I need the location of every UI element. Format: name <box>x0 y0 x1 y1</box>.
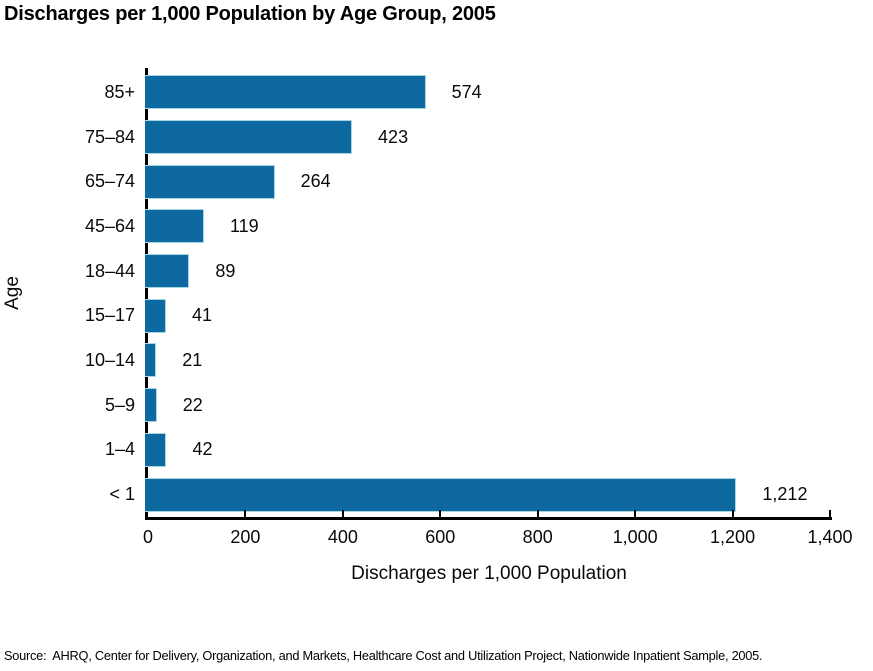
bar <box>145 164 275 199</box>
x-axis-ticks <box>148 510 831 517</box>
value-label: 21 <box>182 349 203 370</box>
bar-row: 65–74 264 <box>85 159 830 204</box>
bar <box>145 432 167 467</box>
value-label: 22 <box>182 394 203 415</box>
bar <box>145 477 737 512</box>
category-label: 45–64 <box>84 215 135 236</box>
x-tick-label: 600 <box>425 527 456 547</box>
y-axis-line <box>145 68 148 520</box>
x-tick <box>634 510 637 517</box>
x-tick-label: 1,200 <box>710 527 756 547</box>
bar-row: 85+ 574 <box>104 70 830 115</box>
category-label: 75–84 <box>84 126 135 147</box>
chart-title: Discharges per 1,000 Population by Age G… <box>4 3 496 25</box>
bar <box>145 388 157 423</box>
value-label: 119 <box>229 215 259 236</box>
value-label: 89 <box>215 260 236 281</box>
source-note: Source: AHRQ, Center for Delivery, Organ… <box>4 648 763 663</box>
bar <box>145 209 204 244</box>
x-axis-title: Discharges per 1,000 Population <box>351 563 627 584</box>
value-label: 574 <box>451 81 482 102</box>
category-label: 1–4 <box>104 439 135 460</box>
value-label: 423 <box>378 126 409 147</box>
bar-row: 75–84 423 <box>85 115 830 160</box>
category-label: 65–74 <box>84 171 135 192</box>
x-tick <box>244 510 247 517</box>
x-tick-label: 800 <box>522 527 553 547</box>
x-tick <box>439 510 442 517</box>
bar <box>145 254 190 289</box>
x-tick <box>829 510 831 517</box>
bar-row: 15–17 41 <box>85 293 830 338</box>
bar <box>145 120 353 155</box>
x-tick-label: 0 <box>142 527 154 547</box>
bar-row: < 1 1,212 <box>109 472 830 517</box>
x-tick-label: 1,400 <box>807 527 853 547</box>
category-label: 5–9 <box>104 394 135 415</box>
x-tick <box>341 510 344 517</box>
bar <box>145 75 426 110</box>
category-label: 18–44 <box>84 260 135 281</box>
bar-row: 45–64 119 <box>85 204 830 249</box>
value-label: 264 <box>300 171 331 192</box>
category-label: 15–17 <box>84 305 135 326</box>
bar <box>145 343 157 378</box>
bar-row: 18–44 89 <box>85 249 830 294</box>
bar <box>145 298 166 333</box>
category-label: < 1 <box>109 484 135 505</box>
bar-row: 10–14 21 <box>85 338 830 383</box>
value-label: 41 <box>191 305 212 326</box>
bar-rows: 85+ 574 75–84 423 65–74 264 45–64 119 18–44 89 15–… <box>85 70 830 517</box>
x-axis-line <box>145 517 832 520</box>
x-tick-label: 1,000 <box>612 527 658 547</box>
x-tick <box>536 510 539 517</box>
x-axis-tick-labels: 0 200 400 600 800 1,000 1,200 1,400 <box>143 527 853 549</box>
bar-row: 1–4 42 <box>105 428 830 473</box>
bar-row: 5–9 22 <box>105 383 830 428</box>
value-label: 42 <box>192 439 213 460</box>
x-tick <box>731 510 734 517</box>
value-label: 1,212 <box>762 484 808 505</box>
category-label: 85+ <box>104 81 135 102</box>
category-label: 10–14 <box>84 349 135 370</box>
x-tick-label: 200 <box>230 527 261 547</box>
x-tick-label: 400 <box>327 527 358 547</box>
